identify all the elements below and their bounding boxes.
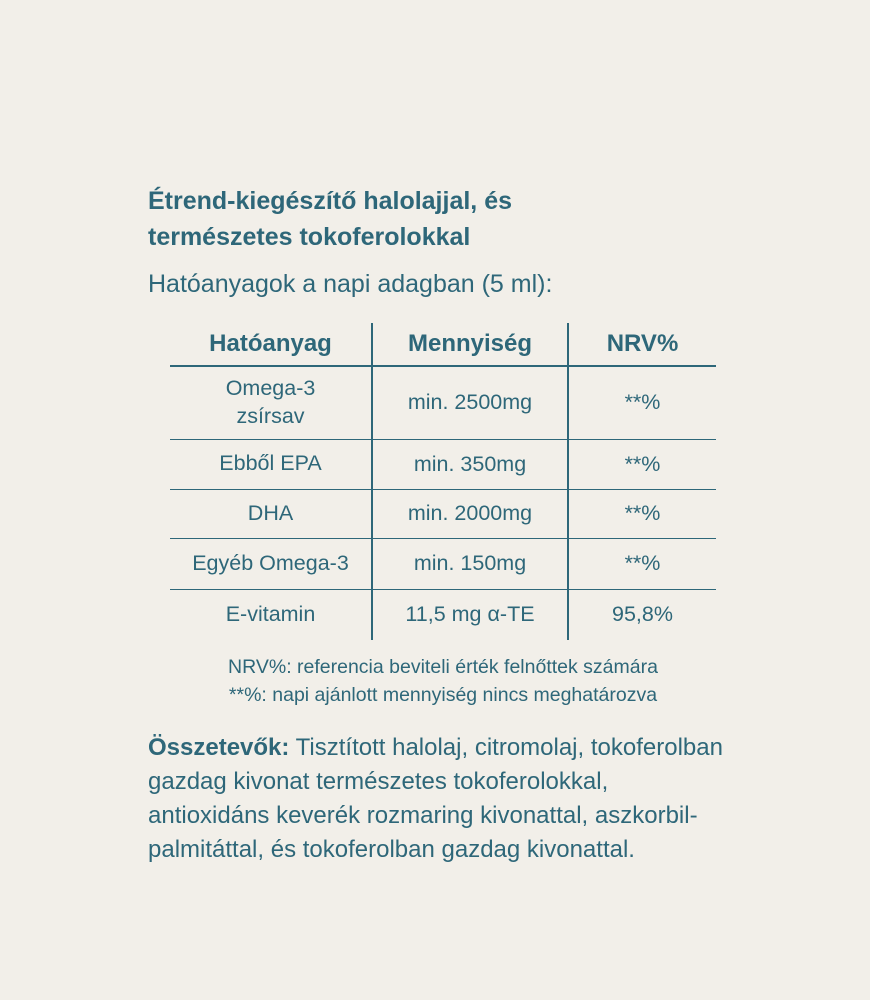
- table-header-substance: Hatóanyag: [170, 322, 372, 367]
- table-row: E-vitamin 11,5 mg α-TE 95,8%: [170, 589, 716, 640]
- footnote-asterisk: **%: napi ajánlott mennyiség nincs megha…: [228, 683, 658, 706]
- ingredients-text: Tisztított halolaj, citromolaj, tokofero…: [148, 734, 723, 864]
- subtitle: Hatóanyagok a napi adagban (5 ml):: [148, 270, 553, 298]
- table-cell-nrv: 95,8%: [612, 602, 673, 626]
- table-cell-nrv: **%: [568, 439, 716, 490]
- table-cell-substance: Ebből EPA: [170, 439, 372, 490]
- table-cell-nrv: **%: [568, 489, 716, 539]
- table-row: DHA min. 2000mg **%: [170, 489, 716, 539]
- table-cell-substance: DHA: [170, 489, 372, 539]
- table-row: Ebből EPA min. 350mg **%: [170, 439, 716, 490]
- table-row: Egyéb Omega-3 min. 150mg **%: [170, 538, 716, 590]
- table-cell-amount: min. 350mg: [371, 439, 569, 490]
- table-cell-amount: 11,5 mg α-TE: [371, 589, 569, 640]
- table-cell-nrv: **%: [568, 538, 716, 590]
- footnotes: NRV%: referencia beviteli érték felnőtte…: [170, 653, 716, 710]
- page-title: Étrend-kiegészítő halolajjal, és termész…: [148, 184, 730, 255]
- ingredients-paragraph: Összetevők: Tisztított halolaj, citromol…: [148, 731, 730, 867]
- table-header-nrv: NRV%: [568, 322, 716, 367]
- table-cell-substance: E-vitamin: [225, 601, 316, 626]
- table-cell-substance: Omega-3 zsírsav: [170, 365, 372, 440]
- table-cell-substance: Egyéb Omega-3: [170, 538, 372, 590]
- page-title-line2: természetes tokoferolokkal: [148, 222, 471, 251]
- ingredients-label: Összetevők:: [148, 734, 290, 762]
- table-header-row: Hatóanyag Mennyiség NRV%: [170, 322, 716, 367]
- page-title-line1: Étrend-kiegészítő halolajjal, és: [148, 187, 513, 215]
- footnote-nrv: NRV%: referencia beviteli érték felnőtte…: [228, 655, 658, 678]
- table-cell-amount: min. 150mg: [371, 538, 569, 590]
- nutrition-table: Hatóanyag Mennyiség NRV% Omega-3 zsírsav…: [170, 322, 716, 640]
- label-content: Étrend-kiegészítő halolajjal, és termész…: [148, 184, 730, 867]
- table-header-amount: Mennyiség: [371, 322, 569, 367]
- table-cell-amount: min. 2500mg: [371, 365, 569, 440]
- table-cell-nrv: **%: [568, 365, 716, 440]
- table-row: Omega-3 zsírsav min. 2500mg **%: [170, 365, 716, 440]
- table-cell-amount: min. 2000mg: [371, 489, 569, 539]
